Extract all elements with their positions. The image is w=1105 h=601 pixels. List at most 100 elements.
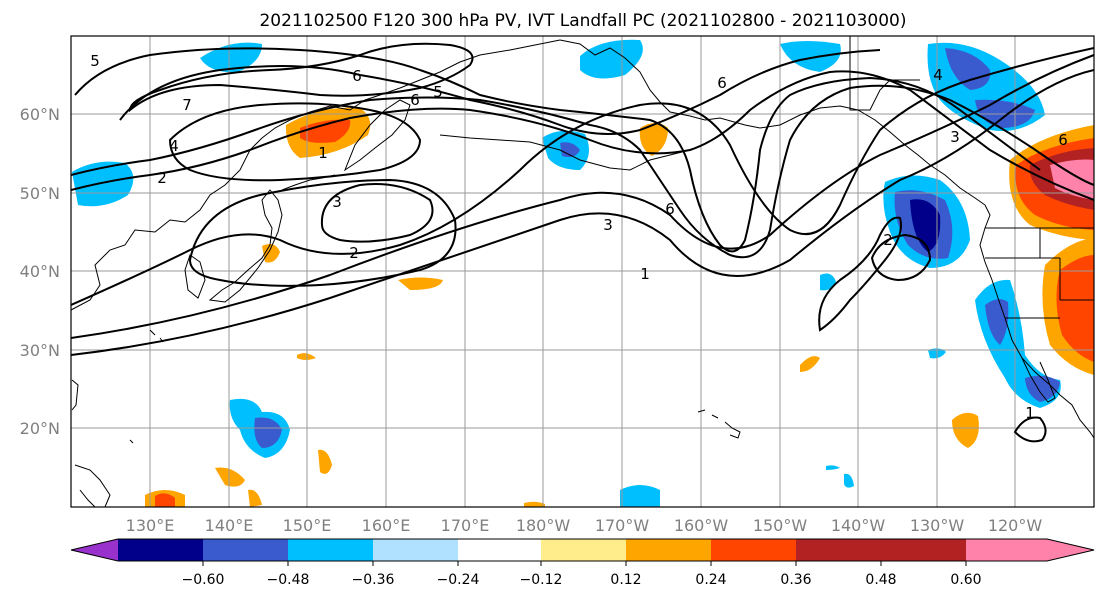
lon-label: 120°W (988, 516, 1043, 535)
colorbar-label: 0.12 (610, 572, 641, 588)
contour-label: 3 (950, 128, 960, 146)
pv-contour-line (71, 47, 1094, 306)
contour-label: 6 (410, 91, 420, 109)
pv-contour-line (71, 69, 1094, 356)
colorbar-segment (881, 539, 966, 561)
ivt-negative-region (254, 417, 282, 448)
latitude-labels: 60°N 50°N 40°N 30°N 20°N (20, 105, 60, 438)
pv-contour-line (320, 183, 434, 243)
colorbar-label: −0.12 (520, 572, 563, 588)
ivt-positive-region (248, 489, 262, 507)
contour-label: 7 (182, 96, 192, 114)
ivt-positive-region (398, 277, 443, 290)
coastline-kamchatka (343, 99, 411, 172)
ivt-positive-region (800, 356, 820, 372)
coastline-alaska (559, 39, 986, 206)
map-frame (70, 35, 1095, 508)
ivt-positive-region (262, 244, 280, 263)
lon-label: 130°W (910, 516, 965, 535)
ivt-negative-region (826, 465, 840, 470)
colorbar-segment (373, 539, 458, 561)
coastline-asia (71, 39, 561, 311)
coastline-japan (208, 189, 283, 303)
colorbar-label: −0.36 (352, 572, 395, 588)
ivt-negative-region (910, 199, 941, 252)
pv-contour-line (168, 102, 422, 182)
colorbar-label: 0.48 (865, 572, 896, 588)
contour-label: 6 (665, 200, 675, 218)
ivt-positive-region (155, 493, 175, 507)
lon-label: 140°E (205, 516, 254, 535)
lon-label: 160°W (674, 516, 729, 535)
pv-contour-line (71, 70, 1094, 201)
contour-label: 6 (352, 67, 362, 85)
pv-contour-line (1013, 416, 1047, 443)
ivt-positive-region (524, 501, 545, 507)
colorbar-segment (118, 539, 203, 561)
figure-title: 2021102500 F120 300 hPa PV, IVT Landfall… (259, 11, 906, 31)
pv-contour-line (71, 84, 1094, 259)
lat-label: 60°N (20, 105, 60, 124)
contour-label: 6 (717, 74, 727, 92)
pv-contour-line (74, 47, 1041, 253)
pv-contour-line (119, 49, 881, 135)
contour-label: 1 (640, 265, 650, 283)
colorbar-label: −0.24 (437, 572, 480, 588)
lat-label: 50°N (20, 184, 60, 203)
contour-label: 2 (349, 244, 359, 262)
map-area: 5 6 7 5 4 6 2 1 3 2 4 3 6 3 1 6 2 6 1 (71, 36, 1094, 507)
border-us-states (985, 228, 1094, 319)
colorbar-label: −0.60 (182, 572, 225, 588)
colorbar-labels: −0.60 −0.48 −0.36 −0.24 −0.12 0.12 0.24 … (182, 572, 982, 588)
colorbar-segment (288, 539, 373, 561)
coastline-korea (184, 254, 206, 299)
pv-contour-line (870, 233, 932, 282)
colorbar-label: 0.60 (950, 572, 981, 588)
ivt-negative-region (72, 161, 134, 207)
colorbar-segment (541, 539, 626, 561)
contour-label: 2 (157, 169, 167, 187)
pv-contour-line (128, 42, 474, 113)
lon-label: 170°E (441, 516, 490, 535)
coastlines (71, 36, 1094, 507)
lat-label: 20°N (20, 419, 60, 438)
contour-label: 6 (1058, 131, 1068, 149)
ivt-positive-region (318, 449, 332, 474)
ivt-positive-region (952, 412, 979, 448)
pv-contours (71, 42, 1094, 443)
colorbar-segment (203, 539, 288, 561)
longitude-labels: 130°E 140°E 150°E 160°E 170°E 180°W 170°… (126, 516, 1043, 535)
contour-label: 1 (318, 144, 328, 162)
contour-label: 3 (603, 216, 613, 234)
coastline-hawaii (697, 409, 741, 439)
contour-label: 1 (1025, 404, 1035, 422)
lon-label: 170°W (595, 516, 650, 535)
colorbar-segment (711, 539, 796, 561)
ivt-positive-region (300, 119, 351, 143)
lon-label: 160°E (362, 516, 411, 535)
colorbar-segment (458, 539, 541, 561)
pv-contour-labels: 5 6 7 5 4 6 2 1 3 2 4 3 6 3 1 6 2 6 1 (90, 52, 1068, 422)
ivt-negative-region (620, 485, 660, 507)
lon-label: 180°W (516, 516, 571, 535)
ivt-negative-region (945, 48, 991, 90)
colorbar: −0.60 −0.48 −0.36 −0.24 −0.12 0.12 0.24 … (70, 538, 1095, 588)
coastline-aleutians (439, 134, 691, 171)
coastline-taiwan (71, 379, 79, 411)
colorbar-label: −0.48 (267, 572, 310, 588)
lat-label: 30°N (20, 341, 60, 360)
colorbar-label: 0.36 (780, 572, 811, 588)
contour-label: 5 (433, 83, 443, 101)
pv-contour-line (71, 54, 1094, 339)
ivt-positive-region (639, 123, 668, 156)
ivt-negative-region (580, 39, 643, 79)
colorbar-segment (626, 539, 711, 561)
ivt-negative-region (780, 41, 841, 72)
lon-label: 150°E (283, 516, 332, 535)
lon-label: 130°E (126, 516, 175, 535)
contour-label: 2 (883, 231, 893, 249)
colorbar-segment (796, 539, 881, 561)
colorbar-ticks (202, 561, 967, 566)
pv-contour-line (818, 216, 902, 332)
